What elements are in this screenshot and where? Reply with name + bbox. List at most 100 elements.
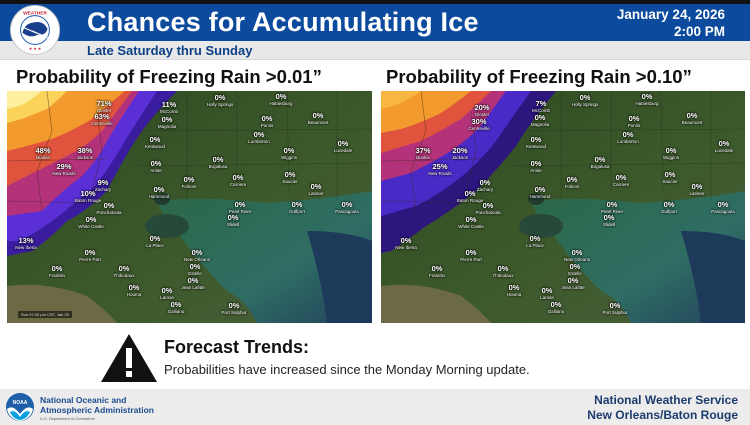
city-name: Port Sulphur bbox=[602, 309, 628, 315]
city-probability-label: 0% Bogalusa bbox=[591, 156, 610, 169]
city-probability-label: 11% McComb bbox=[160, 101, 178, 114]
map-image bbox=[381, 91, 745, 323]
city-name: Bunkie bbox=[36, 154, 50, 160]
city-probability-label: 0% Purvis bbox=[261, 115, 274, 128]
probability-value: 10% bbox=[80, 189, 96, 198]
city-probability-label: 0% Hammond bbox=[149, 186, 170, 199]
city-probability-label: 10% Baton Rouge bbox=[75, 190, 101, 203]
probability-value: 0% bbox=[567, 276, 579, 285]
city-probability-label: 0% Houma bbox=[127, 284, 142, 297]
probability-value: 0% bbox=[85, 215, 97, 224]
city-probability-label: 0% Saucier bbox=[282, 171, 297, 184]
probability-value: 0% bbox=[149, 234, 161, 243]
probability-value: 7% bbox=[535, 99, 547, 108]
probability-value: 0% bbox=[187, 276, 199, 285]
city-name: Beaumont bbox=[307, 119, 329, 125]
city-probability-label: 0% Purvis bbox=[628, 115, 641, 128]
city-probability-label: 0% Magnolia bbox=[531, 114, 549, 127]
city-name: New Roads bbox=[52, 170, 76, 176]
probability-value: 29% bbox=[56, 162, 72, 171]
city-name: White Castle bbox=[458, 223, 484, 229]
city-name: Bogalusa bbox=[590, 163, 610, 169]
probability-value: 0% bbox=[312, 111, 324, 120]
probability-value: 0% bbox=[227, 213, 239, 222]
city-name: Hattiesburg bbox=[635, 100, 659, 106]
probability-value: 0% bbox=[641, 92, 653, 101]
city-probability-label: 0% Carriere bbox=[230, 174, 246, 187]
city-name: Galliano bbox=[547, 308, 565, 314]
city-name: White Castle bbox=[78, 223, 104, 229]
city-name: Purvis bbox=[627, 122, 641, 128]
city-probability-label: 0% Bogalusa bbox=[209, 156, 228, 169]
city-probability-label: 0% White Castle bbox=[458, 216, 484, 229]
city-probability-label: 0% Latimer bbox=[689, 183, 704, 196]
city-name: Slidell bbox=[226, 221, 240, 227]
probability-value: 0% bbox=[609, 301, 621, 310]
city-name: Pierre Part bbox=[460, 256, 482, 262]
probability-value: 0% bbox=[686, 111, 698, 120]
city-probability-label: 0% Galliano bbox=[548, 301, 565, 314]
city-probability-label: 25% New Roads bbox=[428, 163, 451, 176]
probability-value: 0% bbox=[622, 130, 634, 139]
probability-value: 0% bbox=[606, 200, 618, 209]
footer-bar bbox=[0, 389, 750, 425]
city-probability-label: 0% Amite bbox=[150, 160, 162, 173]
probability-value: 0% bbox=[628, 114, 640, 123]
city-probability-label: 71% Gloster bbox=[96, 100, 111, 113]
probability-value: 0% bbox=[284, 170, 296, 179]
probability-value: 0% bbox=[615, 173, 627, 182]
city-name: Latimer bbox=[308, 190, 324, 196]
city-probability-label: 63% Centreville bbox=[91, 113, 112, 126]
city-name: Centreville bbox=[91, 120, 113, 126]
probability-value: 0% bbox=[161, 115, 173, 124]
city-probability-label: 20% Gloster bbox=[474, 104, 489, 117]
city-name: Kentwood bbox=[144, 143, 166, 149]
city-probability-label: 0% New Orleans bbox=[564, 249, 590, 262]
noaa-name-line2: Atmospheric Administration bbox=[40, 405, 154, 415]
issue-date: January 24, 2026 bbox=[616, 7, 725, 22]
city-probability-label: 0% Pierre Part bbox=[460, 249, 482, 262]
probability-value: 0% bbox=[550, 300, 562, 309]
probability-value: 11% bbox=[161, 100, 177, 109]
probability-value: 0% bbox=[183, 175, 195, 184]
city-probability-label: 0% Slidell bbox=[603, 214, 615, 227]
probability-value: 0% bbox=[579, 93, 591, 102]
city-name: Gulfport bbox=[660, 208, 678, 214]
city-probability-label: 0% Pearl River bbox=[601, 201, 623, 214]
city-probability-label: 0% Port Sulphur bbox=[602, 302, 627, 315]
probability-value: 9% bbox=[97, 178, 109, 187]
city-probability-label: 0% White Castle bbox=[78, 216, 104, 229]
city-probability-label: 0% Franklin bbox=[49, 265, 65, 278]
city-probability-label: 9% Zachary bbox=[95, 179, 111, 192]
probability-value: 0% bbox=[664, 170, 676, 179]
probability-value: 0% bbox=[717, 200, 729, 209]
city-probability-label: 0% Pascagoula bbox=[335, 201, 359, 214]
city-name: Franklin bbox=[428, 272, 446, 278]
city-name: Houma bbox=[506, 291, 522, 297]
city-name: La Place bbox=[146, 242, 164, 248]
city-name: Hattiesburg bbox=[269, 100, 293, 106]
city-name: Zachary bbox=[476, 186, 494, 192]
city-name: Purvis bbox=[260, 122, 274, 128]
city-probability-label: 0% Gulfport bbox=[289, 201, 305, 214]
probability-value: 0% bbox=[400, 236, 412, 245]
probability-value: 0% bbox=[283, 146, 295, 155]
city-probability-label: 0% Galliano bbox=[168, 301, 185, 314]
probability-value: 25% bbox=[432, 162, 448, 171]
probability-value: 0% bbox=[150, 159, 162, 168]
issue-datetime: January 24, 2026 2:00 PM bbox=[617, 6, 725, 40]
city-probability-label: 0% Carriere bbox=[613, 174, 629, 187]
city-name: Larose bbox=[160, 294, 174, 300]
probability-value: 0% bbox=[534, 113, 546, 122]
city-probability-label: 37% Bunkie bbox=[415, 147, 430, 160]
city-probability-label: 0% Wiggins bbox=[281, 147, 297, 160]
city-name: Amite bbox=[150, 167, 162, 173]
city-name: Lumberton bbox=[248, 138, 270, 144]
city-probability-label: 0% Pierre Part bbox=[79, 249, 101, 262]
city-name: Port Sulphur bbox=[221, 309, 247, 315]
probability-value: 30% bbox=[471, 117, 487, 126]
city-name: Kentwood bbox=[525, 143, 547, 149]
city-name: Carriere bbox=[229, 181, 247, 187]
page-title: Chances for Accumulating Ice bbox=[87, 7, 479, 37]
